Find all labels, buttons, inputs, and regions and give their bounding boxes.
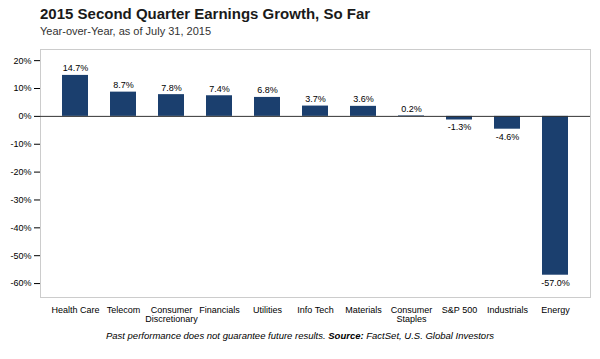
svg-text:Financials: Financials [199,305,240,315]
svg-text:0.2%: 0.2% [401,104,422,114]
svg-text:7.8%: 7.8% [161,83,182,93]
svg-text:6.8%: 6.8% [257,85,278,95]
svg-text:ConsumerDiscretionary: ConsumerDiscretionary [145,305,198,324]
svg-text:-30%: -30% [10,195,31,205]
svg-text:8.7%: 8.7% [113,80,134,90]
svg-text:Materials: Materials [345,305,382,315]
svg-text:Energy: Energy [541,305,570,315]
svg-text:7.4%: 7.4% [209,84,230,94]
svg-text:-40%: -40% [10,223,31,233]
svg-text:Utilities: Utilities [253,305,283,315]
svg-text:Info Tech: Info Tech [297,305,333,315]
svg-text:-57.0%: -57.0% [541,278,570,288]
svg-text:-20%: -20% [10,167,31,177]
svg-text:-4.6%: -4.6% [496,132,520,142]
html-text:2015 Second Quarter Earnings G: 2015 Second Quarter Earnings Growth, So … [40,5,371,22]
html-text:Year-over-Year, as of July 31,: Year-over-Year, as of July 31, 2015 [40,25,211,37]
svg-text:-50%: -50% [10,251,31,261]
svg-text:Industrials: Industrials [487,305,529,315]
svg-text:Telecom: Telecom [107,305,141,315]
svg-text:3.6%: 3.6% [353,94,374,104]
svg-text:14.7%: 14.7% [63,63,89,73]
html-text:Past performance does not guar: Past performance does not guarantee futu… [105,330,495,341]
svg-text:0%: 0% [18,111,31,121]
svg-text:10%: 10% [13,83,31,93]
svg-text:20%: 20% [13,56,31,66]
svg-text:Health Care: Health Care [51,305,99,315]
svg-text:3.7%: 3.7% [305,94,326,104]
svg-text:-60%: -60% [10,278,31,288]
svg-text:ConsumerStaples: ConsumerStaples [391,305,433,324]
svg-text:-10%: -10% [10,139,31,149]
svg-text:S&P 500: S&P 500 [442,305,477,315]
svg-text:-1.3%: -1.3% [448,122,472,132]
